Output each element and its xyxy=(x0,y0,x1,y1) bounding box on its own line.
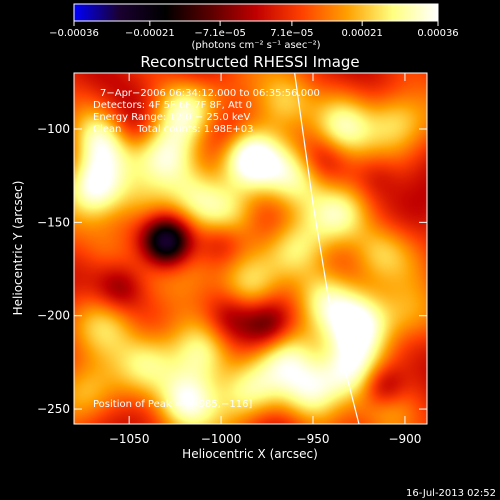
colorbar-tick-label: 0.00021 xyxy=(341,28,382,39)
heatmap-image-container xyxy=(74,73,427,424)
plot-frame xyxy=(73,72,428,425)
y-axis-label: Heliocentric Y (arcsec) xyxy=(11,181,25,316)
colorbar-tick-label: 7.1e−05 xyxy=(270,28,313,39)
chart-title: Reconstructed RHESSI Image xyxy=(140,53,359,71)
y-tick-label: −150 xyxy=(37,215,70,229)
annotation-detectors: Detectors: 4F 5F 6F 7F 8F, Att 0 xyxy=(93,100,252,111)
colorbar-ticks: −0.00036 −0.00021 −7.1e−05 7.1e−05 0.00021 0.… xyxy=(49,21,459,39)
colorbar: −0.00036 −0.00021 −7.1e−05 7.1e−05 0.00021 0.… xyxy=(49,3,459,51)
colorbar-tick-label: −0.00036 xyxy=(49,28,99,39)
y-tick-label: −100 xyxy=(37,122,70,136)
colorbar-tick-label: −7.1e−05 xyxy=(194,28,246,39)
heatmap-image xyxy=(74,73,427,424)
annotation-peak-position: Position of Peak = [−985,−116] xyxy=(93,399,252,410)
annotation-block: 7−Apr−2006 06:34:12.000 to 06:35:56.000 … xyxy=(93,88,320,410)
colorbar-tick-label: −0.00021 xyxy=(125,28,175,39)
colorbar-tick-label: 0.00036 xyxy=(417,28,458,39)
x-tick-label: −950 xyxy=(297,432,330,446)
annotation-energy-range: Energy Range: 12.0 − 25.0 keV xyxy=(93,112,250,123)
heatmap-area xyxy=(73,72,428,425)
x-tick-label: −1050 xyxy=(109,432,150,446)
y-axis-ticks: −250 −200 −150 −100 xyxy=(37,122,427,416)
colorbar-unit-label: (photons cm⁻² s⁻¹ asec⁻²) xyxy=(191,40,320,51)
x-axis-ticks: −1050 −1000 −950 −900 xyxy=(109,73,421,446)
colorbar-gradient xyxy=(73,3,439,22)
x-tick-label: −1000 xyxy=(201,432,242,446)
footer-timestamp: 16-Jul-2013 02:52 xyxy=(406,488,496,499)
y-tick-label: −200 xyxy=(37,309,70,323)
annotation-clean-counts: Clean Total counts: 1.98E+03 xyxy=(93,124,253,135)
annotation-time-range: 7−Apr−2006 06:34:12.000 to 06:35:56.000 xyxy=(100,88,320,99)
x-axis-label: Heliocentric X (arcsec) xyxy=(182,447,318,461)
solar-limb-curve xyxy=(294,73,360,424)
x-tick-label: −900 xyxy=(388,432,421,446)
y-tick-label: −250 xyxy=(37,402,70,416)
